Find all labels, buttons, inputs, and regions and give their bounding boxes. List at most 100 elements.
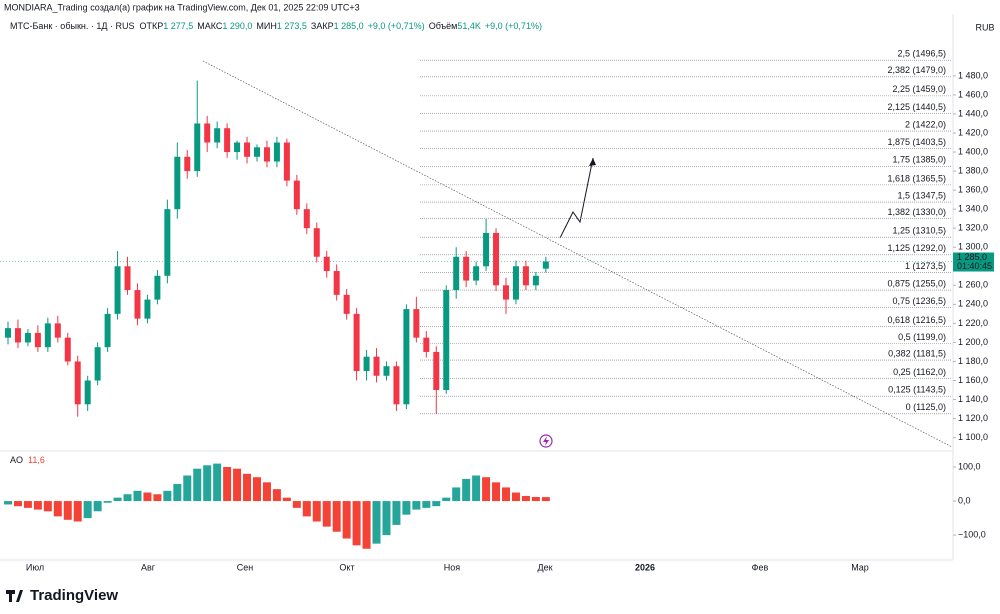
ao-bar: [123, 494, 132, 502]
ao-bar: [233, 468, 242, 502]
ao-bar: [93, 501, 102, 512]
ao-bar: [531, 496, 540, 502]
ao-bar: [282, 497, 291, 502]
ao-bar: [43, 501, 52, 512]
x-tick-label: 2026: [635, 562, 655, 572]
ao-bar: [113, 497, 122, 502]
x-tick-label: Июл: [26, 562, 44, 572]
fib-label: 0,875 (1255,0): [887, 278, 946, 288]
x-tick-label: Фев: [752, 562, 769, 572]
candle-body: [383, 366, 390, 376]
candle-body: [403, 309, 410, 405]
candle-body: [144, 299, 151, 319]
candle-body: [393, 366, 400, 405]
ao-bar: [203, 465, 212, 502]
y-tick-label: 1 220,0: [958, 318, 988, 328]
candle-body: [343, 294, 350, 314]
fib-label: 1,5 (1347,5): [897, 190, 946, 200]
ao-bar: [23, 501, 32, 508]
ao-bar: [262, 482, 271, 502]
ao-bar: [243, 473, 252, 502]
high-label: МАКС: [197, 21, 223, 31]
y-tick-label: 0,0: [958, 495, 971, 505]
candle-body: [94, 347, 101, 381]
candle-body: [463, 256, 470, 281]
candle-body: [363, 356, 370, 371]
fib-label: 0,382 (1181,5): [888, 348, 946, 358]
fib-label: 0,125 (1143,5): [888, 385, 946, 395]
x-tick-label: Мар: [851, 562, 869, 572]
fib-label: 1,875 (1403,5): [887, 137, 946, 147]
high-value: 1 290,0: [222, 21, 252, 31]
ao-bar: [103, 501, 112, 503]
ao-bar: [362, 501, 371, 549]
ao-bar: [352, 501, 361, 546]
ao-bar: [372, 501, 381, 544]
ao-bar: [442, 497, 451, 502]
y-tick-label: 1 140,0: [958, 394, 988, 404]
low-value: 1 273,5: [277, 21, 307, 31]
y-tick-label: 1 440,0: [958, 108, 988, 118]
fib-label: 0 (1125,0): [906, 402, 946, 412]
ao-bar: [452, 487, 461, 502]
candle-body: [373, 356, 380, 376]
ao-bar: [322, 501, 331, 527]
candle-body: [512, 266, 519, 300]
ao-bar: [292, 501, 301, 508]
volume-label: Объём: [429, 21, 458, 31]
fib-label: 1,25 (1310,5): [892, 226, 946, 236]
open-label: ОТКР: [139, 21, 163, 31]
y-tick-label: −100,0: [958, 530, 986, 540]
logo-icon: [6, 590, 23, 602]
ao-bar: [422, 501, 431, 508]
y-tick-label: 100,0: [958, 461, 981, 471]
ao-bar: [412, 501, 421, 510]
candle-body: [413, 309, 420, 338]
x-tick-label: Окт: [339, 562, 354, 572]
y-tick-label: 1 420,0: [958, 127, 988, 137]
y-tick-label: 1 100,0: [958, 432, 988, 442]
fib-label: 2,125 (1440,5): [887, 102, 946, 112]
ao-bar: [272, 489, 281, 502]
indicator-value: 11,6: [28, 455, 45, 465]
indicator-info: AO 11,6: [10, 455, 45, 465]
candle-body: [204, 123, 211, 143]
candle-body: [164, 209, 171, 276]
ao-bar: [13, 501, 22, 507]
open-value: 1 277,5: [163, 21, 193, 31]
ao-bar: [63, 501, 72, 520]
ao-bar: [33, 501, 42, 510]
y-tick-label: 1 300,0: [958, 242, 988, 252]
ao-bar: [502, 487, 510, 502]
volume-value: 51,4K: [457, 21, 481, 31]
ao-bar: [521, 495, 530, 502]
candle-body: [263, 147, 270, 162]
low-label: МИН: [256, 21, 276, 31]
candle-body: [532, 275, 539, 286]
fib-label: 1,382 (1330,0): [887, 207, 946, 217]
candle-body: [154, 275, 161, 300]
ao-bar: [143, 492, 152, 502]
fib-label: 0,75 (1236,5): [892, 296, 946, 306]
fib-label: 2,5 (1496,5): [897, 49, 946, 59]
ao-bar: [193, 468, 202, 502]
candle-body: [194, 123, 201, 172]
candle-body: [34, 332, 41, 348]
candle-body: [323, 256, 330, 272]
event-bolt: [543, 436, 549, 446]
ao-bar: [342, 501, 351, 539]
candle-body: [224, 128, 231, 153]
fib-label: 0,5 (1199,0): [898, 332, 946, 342]
y-tick-label: 1 240,0: [958, 299, 988, 309]
fib-label: 1 (1273,5): [905, 261, 946, 271]
symbol: МТС-Банк · обыкн. · 1Д · RUS: [10, 21, 134, 31]
candle-body: [24, 332, 31, 343]
ao-bar: [382, 501, 391, 536]
symbol-info: МТС-Банк · обыкн. · 1Д · RUS ОТКР1 277,5 М…: [10, 21, 542, 31]
price-tag: [953, 252, 994, 272]
fib-label: 0,618 (1216,5): [887, 315, 946, 325]
fib-label: 1,75 (1385,0): [892, 155, 946, 165]
